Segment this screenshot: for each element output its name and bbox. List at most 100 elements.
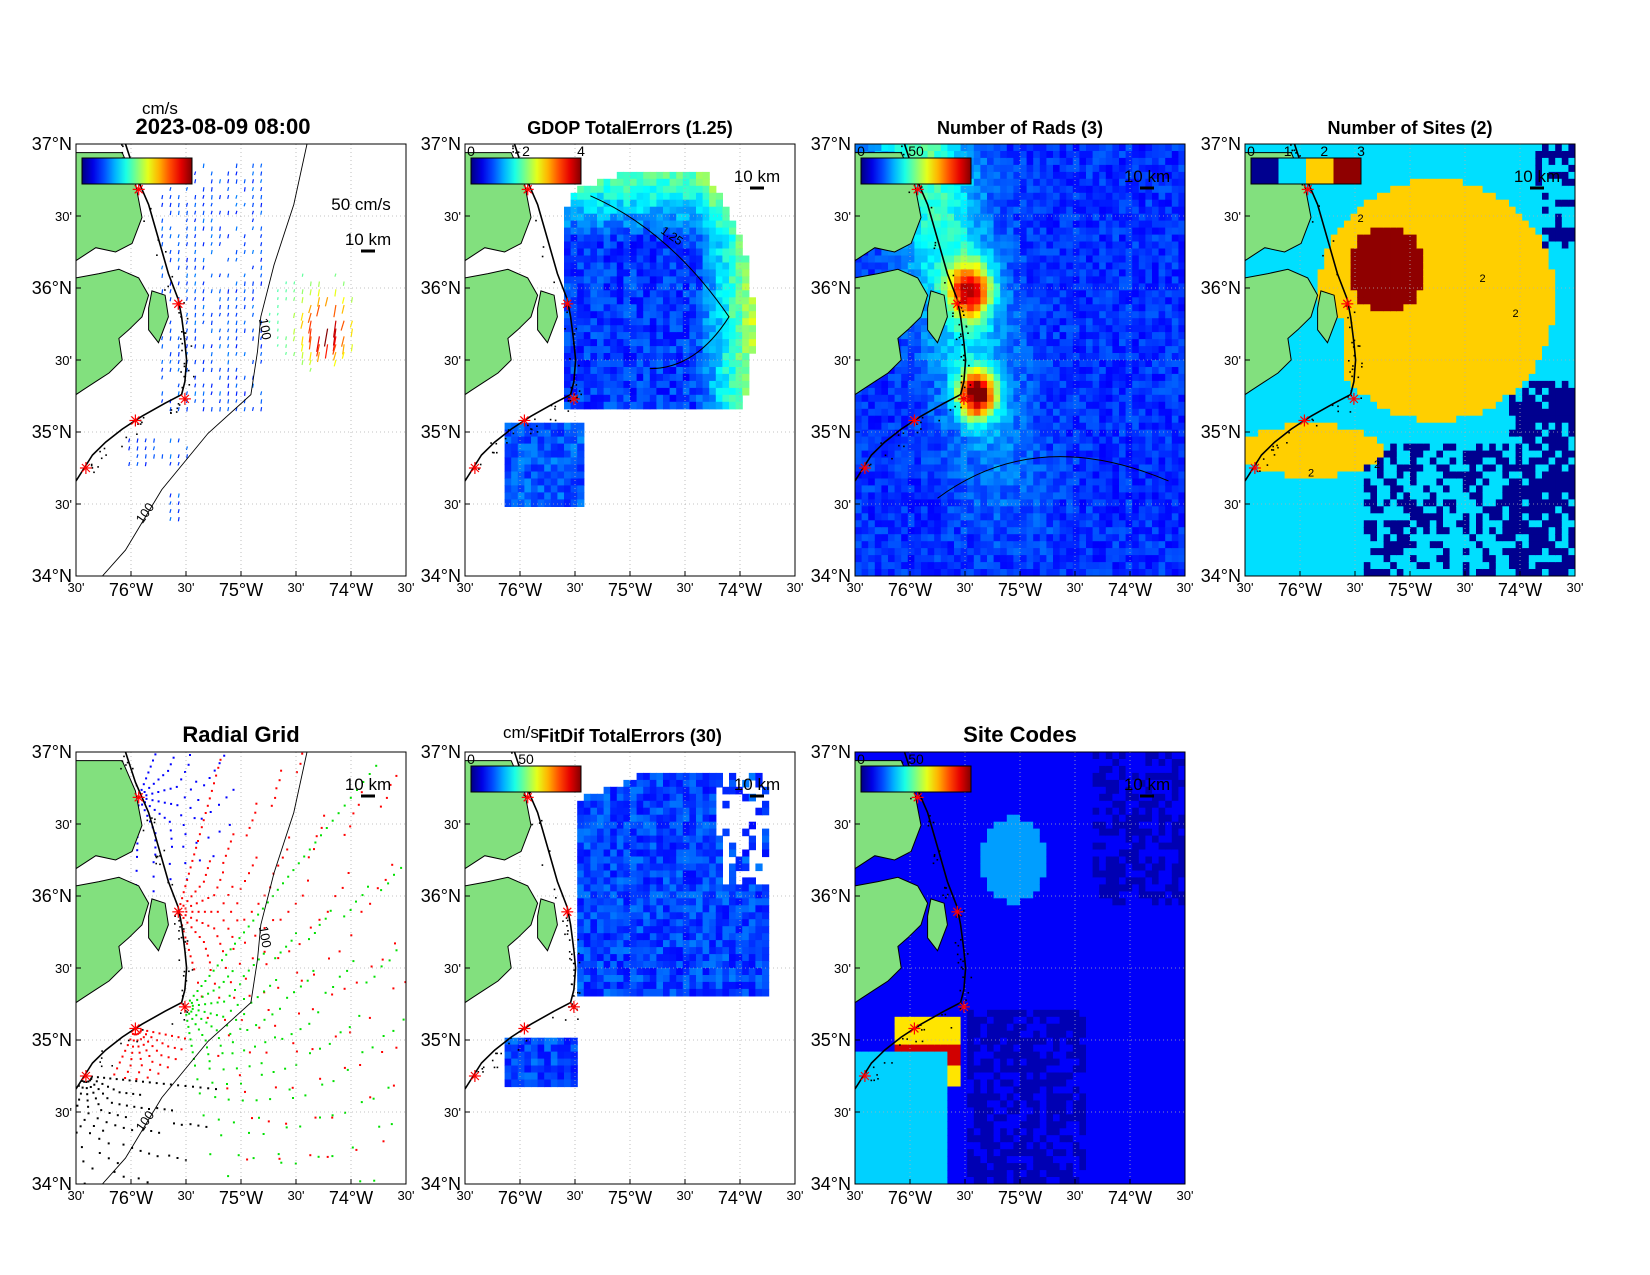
heatmap-cell — [702, 227, 710, 236]
heatmap-cell — [1026, 436, 1034, 445]
heatmap-cell — [1000, 457, 1008, 466]
heatmap-cell — [1026, 206, 1034, 215]
heatmap-cell — [735, 304, 743, 312]
heatmap-cell — [1105, 276, 1113, 284]
heatmap-cell — [1152, 499, 1160, 507]
heatmap-cell — [1079, 485, 1087, 493]
heatmap-cell — [597, 241, 605, 250]
heatmap-cell — [610, 192, 618, 201]
heatmap-cell — [1013, 401, 1021, 410]
heatmap-cell — [1171, 318, 1179, 326]
heatmap-cell — [504, 457, 512, 466]
heatmap-cell — [940, 422, 948, 431]
heatmap-cell — [643, 206, 651, 215]
heatmap-cell — [1125, 262, 1133, 271]
heatmap-cell — [577, 436, 585, 445]
heatmap-cell — [1079, 464, 1087, 473]
heatmap-cell — [696, 297, 704, 305]
heatmap-cell — [1092, 339, 1100, 347]
heatmap-cell — [623, 227, 631, 236]
heatmap-cell — [570, 227, 578, 236]
heatmap-cell — [517, 422, 525, 431]
heatmap-cell — [709, 311, 717, 319]
heatmap-cell — [1092, 450, 1100, 459]
heatmap-cell — [1066, 353, 1074, 361]
current-vector — [218, 367, 221, 372]
heatmap-cell — [940, 527, 948, 535]
heatmap-cell — [954, 464, 962, 473]
heatmap-cell — [1066, 269, 1074, 277]
heatmap-cell — [1165, 206, 1173, 215]
heatmap-cell — [1178, 304, 1185, 312]
heatmap-cell — [597, 255, 605, 264]
heatmap-cell — [1092, 157, 1100, 166]
heatmap-cell — [1000, 178, 1008, 187]
current-vector — [218, 273, 221, 278]
heatmap-cell — [1072, 269, 1080, 277]
heatmap-cell — [623, 353, 631, 361]
heatmap-cell — [1119, 346, 1127, 354]
heatmap-cell — [1119, 248, 1127, 257]
heatmap-cell — [967, 408, 975, 417]
heatmap-cell — [702, 276, 710, 284]
heatmap-cell — [987, 457, 995, 466]
current-vector — [169, 438, 172, 443]
heatmap-cell — [967, 213, 975, 222]
heatmap-cell — [1132, 401, 1140, 410]
heatmap-cell — [1245, 255, 1253, 264]
heatmap-cell — [623, 220, 631, 229]
current-vector — [324, 297, 329, 307]
heatmap-cell — [1053, 248, 1061, 257]
heatmap-cell — [1072, 346, 1080, 354]
heatmap-cell — [1079, 380, 1087, 389]
heatmap-cell — [504, 450, 512, 459]
heatmap-cell — [947, 227, 955, 236]
heatmap-cell — [1138, 387, 1146, 396]
heatmap-cell — [524, 464, 532, 473]
heatmap-cell — [1099, 185, 1107, 194]
heatmap-cell — [537, 450, 545, 459]
heatmap-cell — [921, 185, 929, 194]
heatmap-cell — [1112, 318, 1120, 326]
current-vector — [252, 163, 254, 168]
current-vector — [252, 336, 254, 341]
heatmap-cell — [1066, 443, 1074, 452]
heatmap-cell — [1145, 297, 1153, 305]
heatmap-cell — [630, 297, 638, 305]
heatmap-cell — [914, 380, 922, 389]
heatmap-cell — [590, 367, 598, 375]
heatmap-cell — [709, 332, 717, 340]
current-vector — [218, 336, 221, 341]
heatmap-cell — [663, 353, 671, 361]
heatmap-cell — [1033, 485, 1041, 493]
heatmap-cell — [1165, 499, 1173, 507]
heatmap-cell — [927, 332, 935, 340]
heatmap-cell — [1152, 262, 1160, 271]
current-vector — [194, 328, 197, 333]
heatmap-cell — [1152, 311, 1160, 319]
heatmap-cell — [1033, 429, 1041, 438]
heatmap-cell — [947, 457, 955, 466]
heatmap-cell — [954, 387, 962, 396]
heatmap-cell — [669, 360, 677, 368]
heatmap-cell — [1132, 527, 1140, 535]
heatmap-cell — [616, 241, 624, 250]
heatmap-cell — [1059, 185, 1067, 194]
heatmap-cell — [1079, 304, 1087, 312]
heatmap-cell — [577, 318, 585, 326]
heatmap-cell — [1105, 429, 1113, 438]
heatmap-cell — [1020, 290, 1028, 298]
coast-island-dot — [554, 405, 557, 408]
heatmap-cell — [696, 394, 704, 403]
current-vector — [340, 320, 345, 331]
heatmap-cell — [1099, 541, 1107, 549]
heatmap-cell — [1000, 318, 1008, 326]
heatmap-cell — [874, 485, 882, 493]
heatmap-cell — [954, 436, 962, 445]
heatmap-cell — [1000, 332, 1008, 340]
heatmap-cell — [1039, 297, 1047, 305]
heatmap-cell — [1158, 541, 1166, 549]
heatmap-cell — [1132, 297, 1140, 305]
heatmap-cell — [544, 443, 552, 452]
heatmap-cell — [888, 457, 896, 466]
